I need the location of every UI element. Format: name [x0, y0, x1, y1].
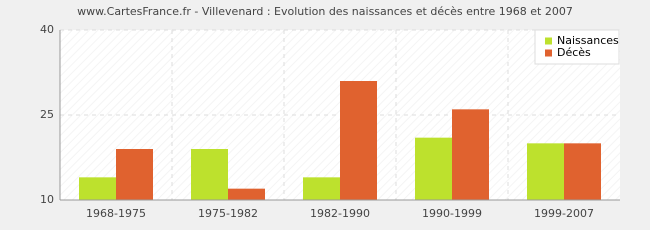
- bar: [79, 177, 116, 200]
- legend-swatch: [545, 37, 552, 45]
- bar: [116, 149, 153, 200]
- legend-label: Naissances: [557, 34, 619, 47]
- bar: [191, 149, 228, 200]
- chart-title: www.CartesFrance.fr - Villevenard : Evol…: [77, 5, 573, 18]
- x-tick-label: 1990-1999: [422, 207, 482, 220]
- bar: [527, 143, 564, 200]
- legend: [534, 29, 620, 65]
- y-tick-label: 40: [40, 23, 54, 36]
- legend-swatch: [545, 49, 552, 57]
- y-tick-label: 10: [40, 193, 54, 206]
- bar: [564, 143, 601, 200]
- x-tick-label: 1968-1975: [86, 207, 146, 220]
- bar: [303, 177, 340, 200]
- chart: www.CartesFrance.fr - Villevenard : Evol…: [0, 0, 650, 230]
- y-tick-label: 25: [40, 108, 54, 121]
- x-tick-label: 1982-1990: [310, 207, 370, 220]
- x-tick-label: 1999-2007: [534, 207, 594, 220]
- bar: [452, 109, 489, 200]
- x-tick-label: 1975-1982: [198, 207, 258, 220]
- bar: [340, 81, 377, 200]
- bar: [415, 137, 452, 200]
- bar: [228, 188, 265, 200]
- legend-label: Décès: [557, 46, 591, 59]
